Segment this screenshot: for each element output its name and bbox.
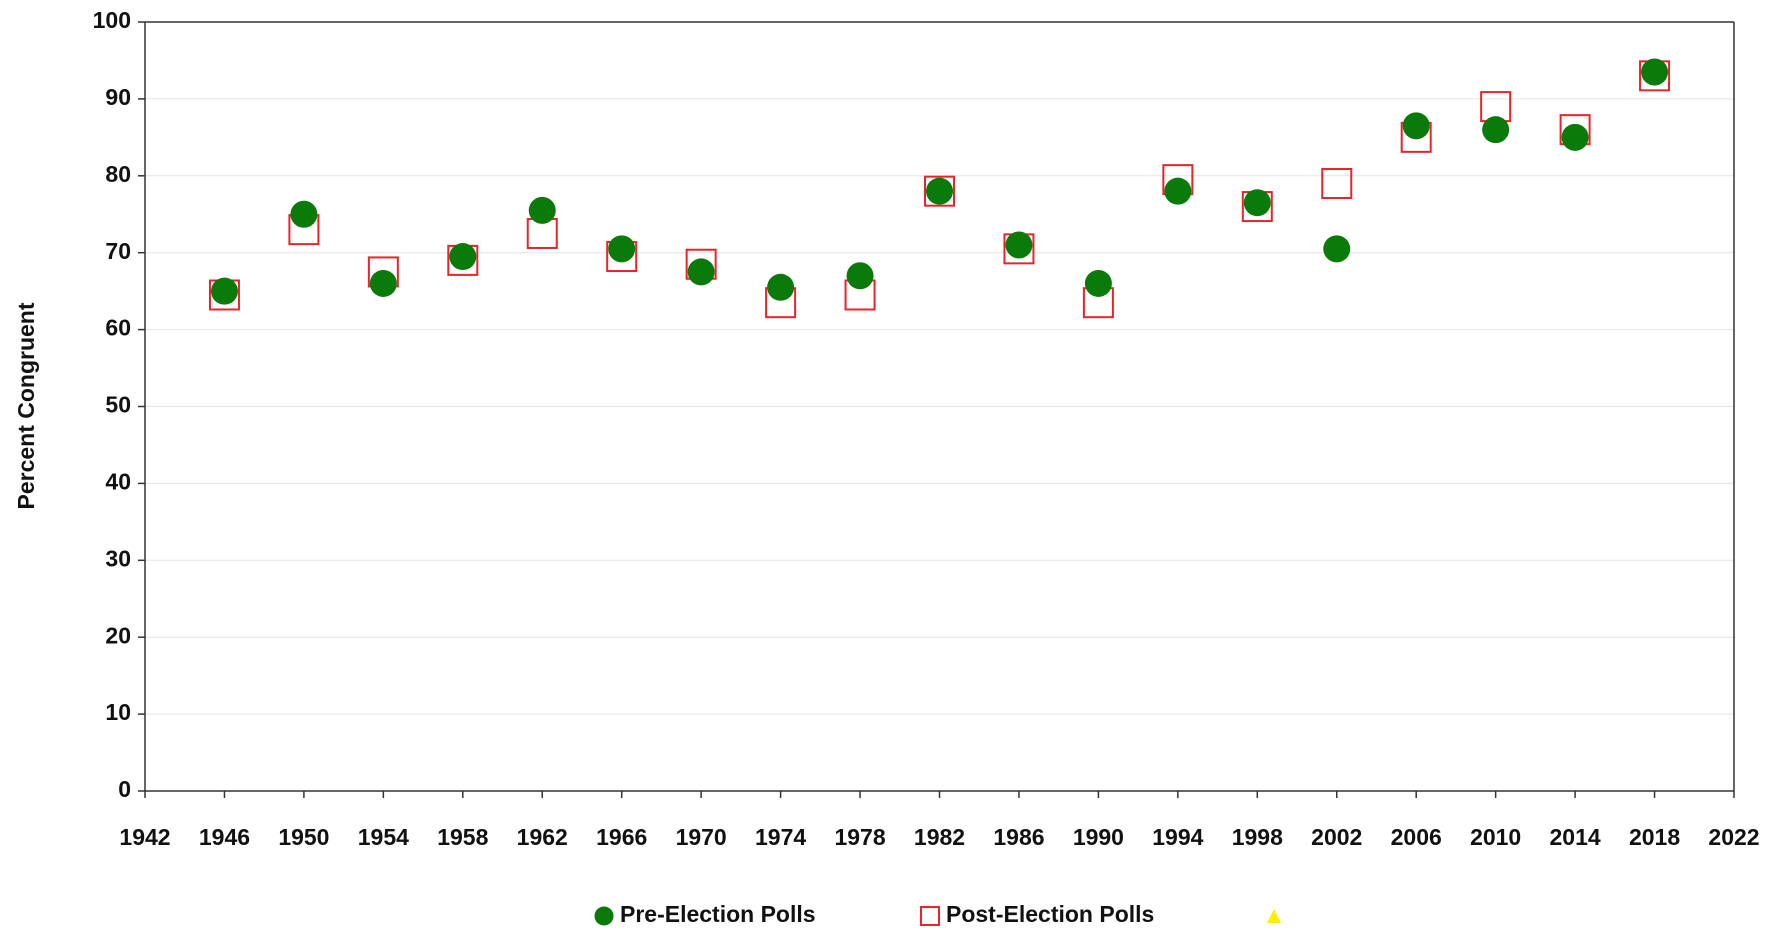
x-tick-label: 1946 (199, 824, 250, 850)
point (846, 262, 874, 290)
x-tick-label: 1986 (993, 824, 1044, 850)
point (1005, 231, 1033, 259)
point (528, 196, 556, 224)
x-tick-label: 2010 (1470, 824, 1521, 850)
legend-marker (594, 906, 614, 926)
point (767, 273, 795, 301)
legend-label: Pre-Election Polls (620, 901, 816, 927)
y-tick-label: 100 (93, 7, 131, 33)
x-tick-label: 1990 (1073, 824, 1124, 850)
point (924, 175, 955, 207)
y-axis-label: Percent Congruent (13, 302, 39, 509)
x-tick-label: 1962 (517, 824, 568, 850)
y-tick-label: 30 (105, 545, 131, 571)
y-tick-label: 0 (118, 776, 131, 802)
point (290, 200, 318, 228)
point (369, 269, 397, 297)
point (1482, 116, 1510, 144)
y-tick-label: 50 (105, 392, 131, 418)
y-tick-label: 60 (105, 315, 131, 341)
x-tick-label: 2006 (1391, 824, 1442, 850)
point (1561, 123, 1589, 151)
x-tick-label: 1970 (676, 824, 727, 850)
x-tick-label: 1998 (1232, 824, 1283, 850)
point (449, 243, 477, 271)
x-tick-label: 2022 (1708, 824, 1759, 850)
x-tick-label: 2014 (1550, 824, 1601, 850)
point (1164, 177, 1192, 205)
y-tick-label: 90 (105, 84, 131, 110)
point (926, 177, 953, 205)
x-tick-label: 1974 (755, 824, 806, 850)
x-tick-label: 2018 (1629, 824, 1680, 850)
x-tick-label: 1942 (119, 824, 170, 850)
y-tick-label: 10 (105, 699, 131, 725)
point (687, 258, 715, 286)
legend-label: Post-Election Polls (946, 901, 1154, 927)
y-tick-label: 40 (105, 468, 131, 494)
x-tick-label: 1982 (914, 824, 965, 850)
x-tick-label: 1978 (834, 824, 885, 850)
legend-marker (920, 906, 940, 926)
point (1402, 112, 1430, 140)
y-tick-label: 80 (105, 161, 131, 187)
x-tick-label: 1966 (596, 824, 647, 850)
x-tick-label: 1994 (1152, 824, 1203, 850)
y-tick-label: 20 (105, 622, 131, 648)
point (210, 277, 238, 305)
point (1243, 189, 1271, 217)
x-tick-label: 1954 (358, 824, 409, 850)
x-tick-label: 2002 (1311, 824, 1362, 850)
legend-marker (1267, 909, 1281, 923)
point (1323, 235, 1351, 263)
point (1321, 167, 1353, 199)
x-tick-label: 1950 (278, 824, 329, 850)
y-tick-label: 70 (105, 238, 131, 264)
point (608, 235, 636, 263)
x-tick-label: 1958 (437, 824, 488, 850)
point (1641, 58, 1669, 86)
point (1084, 269, 1112, 297)
